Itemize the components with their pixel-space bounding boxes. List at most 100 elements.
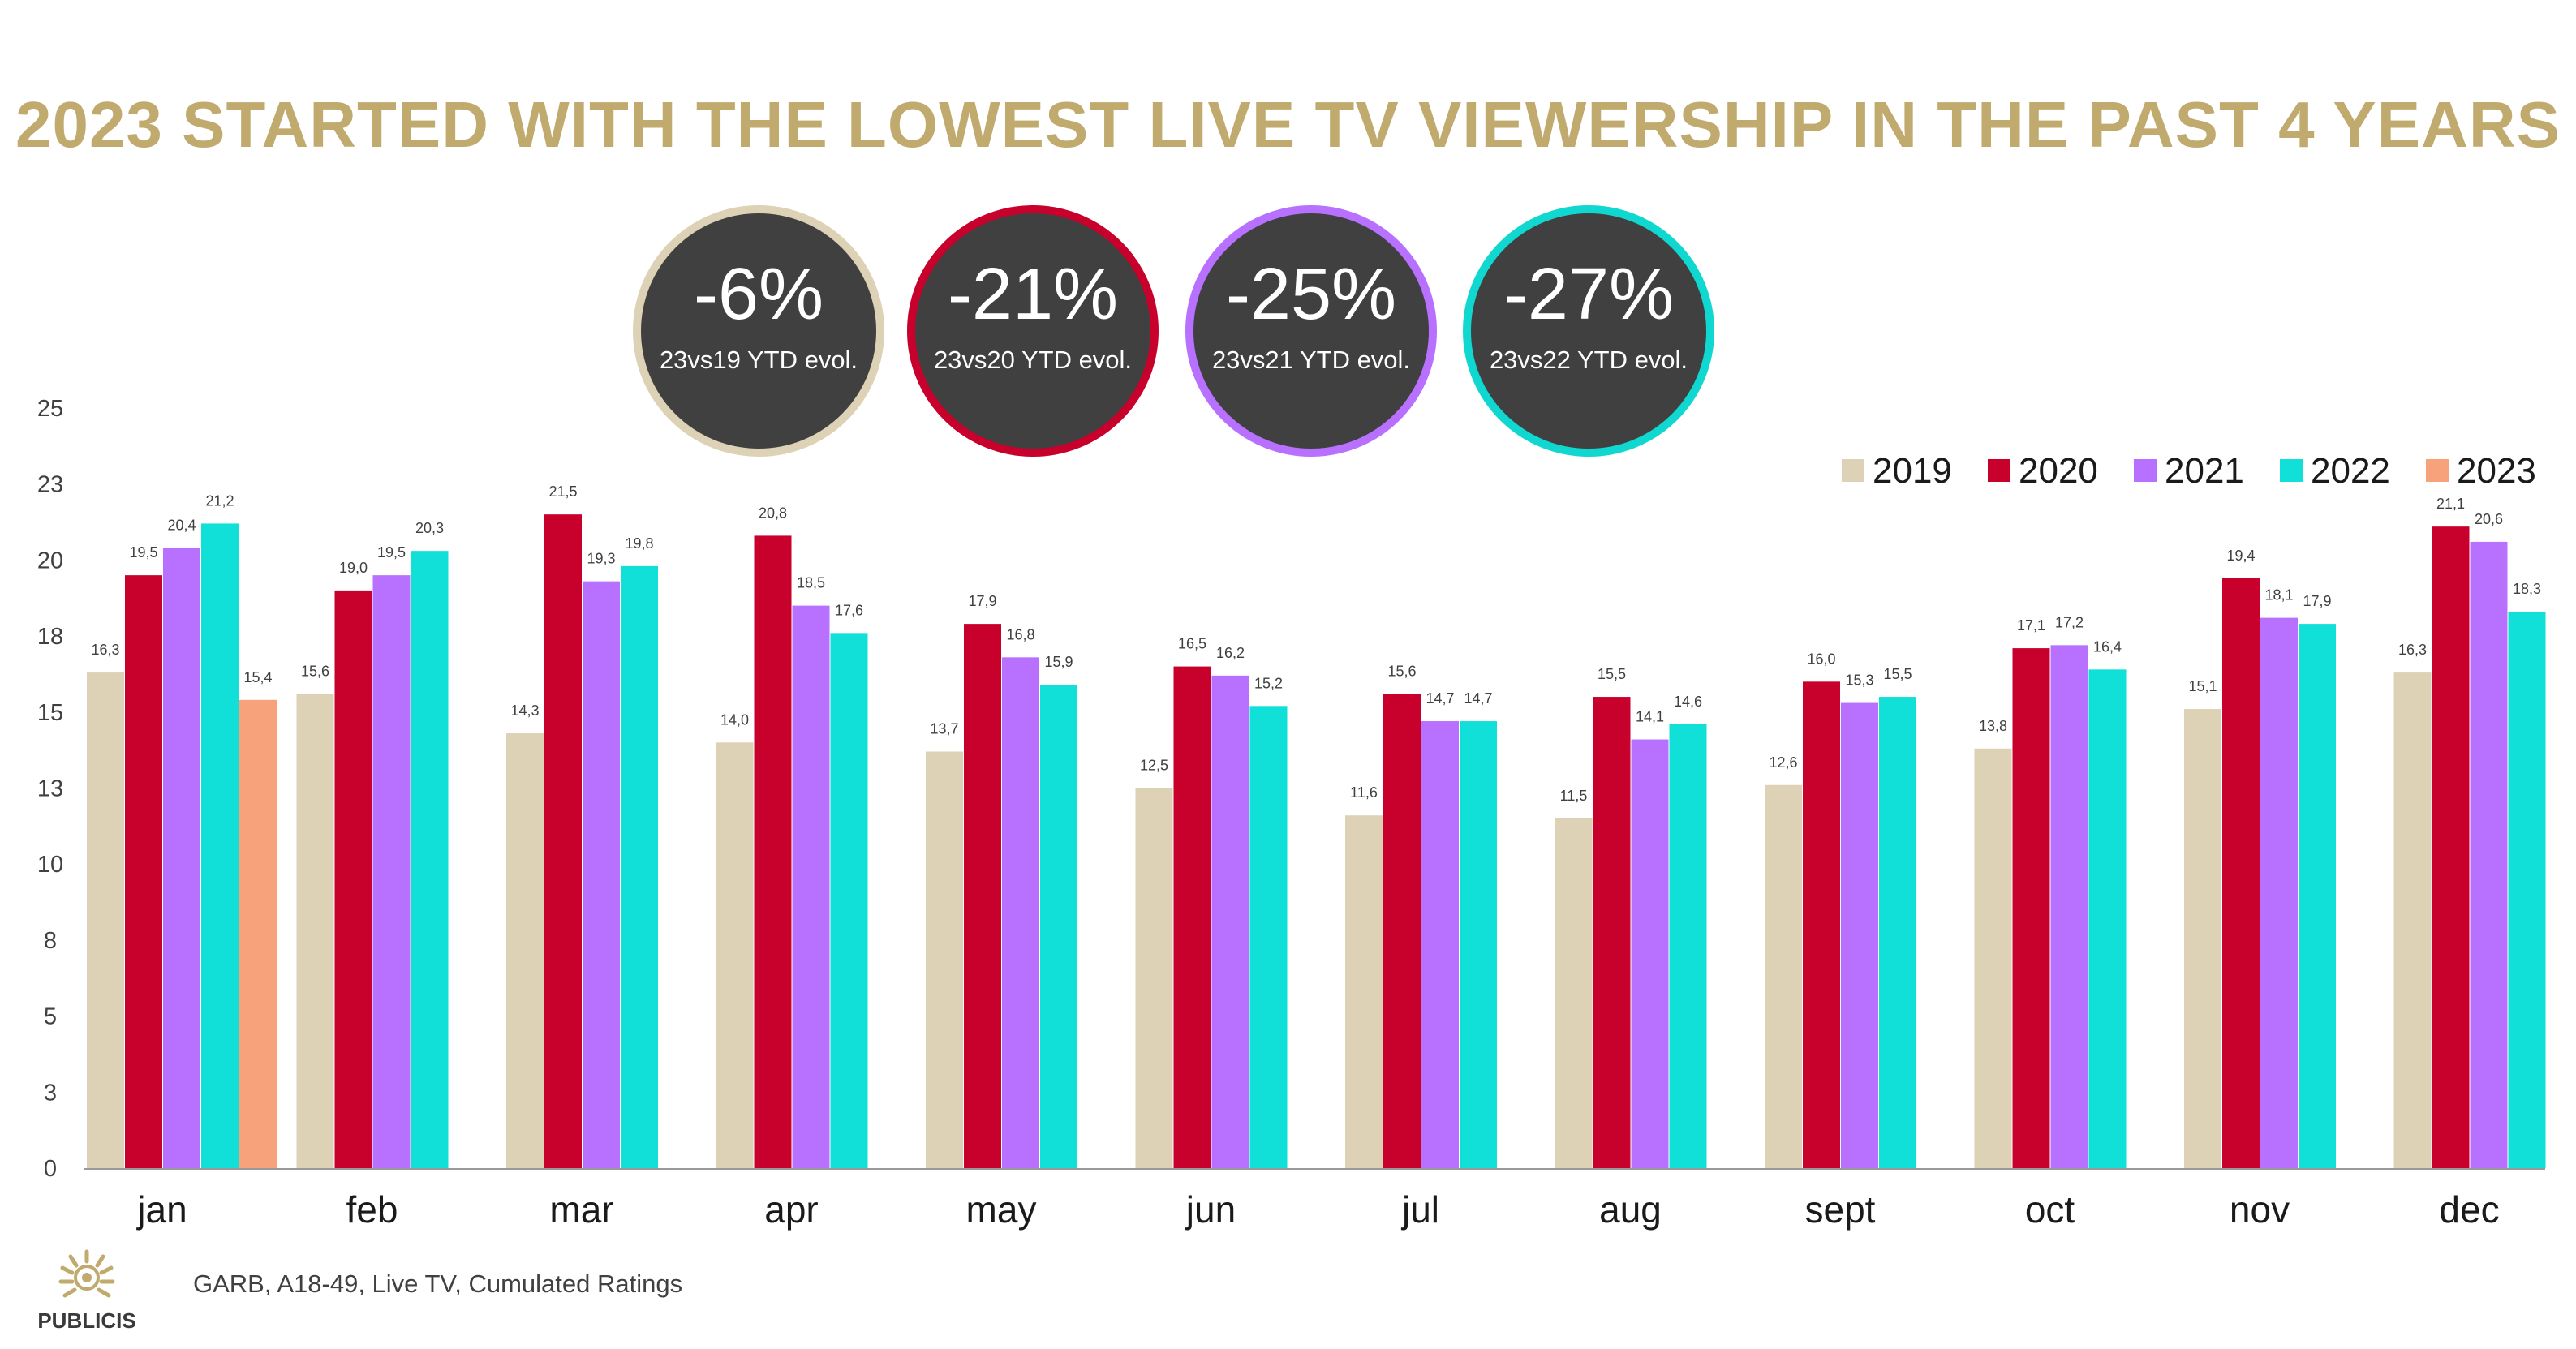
x-tick-label: sept xyxy=(1805,1188,1876,1231)
data-label: 17,2 xyxy=(2055,614,2084,630)
x-tick-label: oct xyxy=(2025,1188,2075,1231)
bar xyxy=(506,733,544,1168)
y-tick-label: 20 xyxy=(37,548,63,574)
bar xyxy=(125,575,162,1168)
bar xyxy=(2184,709,2221,1168)
kpi-label: 23vs19 YTD evol. xyxy=(659,346,858,374)
bar xyxy=(1002,657,1039,1168)
data-label: 15,5 xyxy=(1883,666,1912,682)
data-label: 16,8 xyxy=(1006,626,1034,642)
data-label: 18,5 xyxy=(797,575,825,591)
data-label: 17,9 xyxy=(968,593,996,609)
data-label: 20,6 xyxy=(2475,511,2503,527)
data-label: 19,8 xyxy=(625,535,653,552)
legend-label: 2023 xyxy=(2457,451,2536,491)
bar xyxy=(1879,697,1916,1168)
data-label: 16,0 xyxy=(1807,651,1835,667)
legend-swatch xyxy=(1988,459,2010,482)
data-label: 16,5 xyxy=(1178,636,1206,652)
data-label: 14,3 xyxy=(510,702,539,719)
data-label: 15,6 xyxy=(301,663,329,679)
bar xyxy=(1383,694,1421,1168)
bar xyxy=(964,624,1001,1168)
bar xyxy=(2050,645,2088,1168)
chart-title: 2023 STARTED WITH THE LOWEST LIVE TV VIE… xyxy=(15,88,2561,161)
y-tick-label: 25 xyxy=(37,396,63,422)
bar xyxy=(1593,697,1631,1168)
legend-swatch xyxy=(2426,459,2449,482)
bar xyxy=(296,694,334,1168)
bar xyxy=(201,523,239,1168)
legend-swatch xyxy=(2280,459,2303,482)
data-label: 13,8 xyxy=(1979,718,2007,734)
x-tick-label: jan xyxy=(135,1188,187,1231)
legend-label: 2021 xyxy=(2165,451,2244,491)
x-tick-label: apr xyxy=(764,1188,818,1231)
bar xyxy=(1841,702,1878,1168)
data-label: 17,6 xyxy=(835,602,863,618)
data-label: 20,3 xyxy=(415,520,444,536)
bar xyxy=(1211,675,1249,1168)
bar xyxy=(2393,672,2432,1168)
legend-label: 2022 xyxy=(2311,451,2390,491)
y-tick-label: 3 xyxy=(44,1080,57,1106)
bar xyxy=(2508,612,2546,1168)
bar xyxy=(792,605,830,1168)
bar xyxy=(411,551,449,1168)
y-tick-label: 15 xyxy=(37,700,63,726)
bar xyxy=(1974,748,2012,1168)
data-label: 13,7 xyxy=(930,721,958,737)
data-label: 16,4 xyxy=(2093,638,2122,655)
y-tick-label: 0 xyxy=(44,1156,57,1182)
kpi-value: -6% xyxy=(693,254,824,335)
data-label: 16,3 xyxy=(2398,642,2427,658)
bar xyxy=(2222,578,2260,1168)
data-label: 14,7 xyxy=(1464,690,1492,707)
bar xyxy=(334,590,372,1168)
x-tick-label: mar xyxy=(549,1188,613,1231)
bar xyxy=(163,548,200,1168)
x-tick-label: feb xyxy=(346,1188,398,1231)
data-label: 17,9 xyxy=(2303,593,2331,609)
x-tick-label: jul xyxy=(1400,1188,1439,1231)
x-tick-label: nov xyxy=(2230,1188,2290,1231)
bar xyxy=(2299,624,2336,1168)
bar xyxy=(2470,541,2508,1168)
y-tick-label: 13 xyxy=(37,776,63,802)
bar xyxy=(2012,648,2050,1168)
data-label: 15,4 xyxy=(243,669,272,685)
data-label: 21,5 xyxy=(548,483,577,500)
kpi-label: 23vs20 YTD evol. xyxy=(933,346,1133,374)
bar xyxy=(830,633,868,1168)
data-label: 16,3 xyxy=(91,642,119,658)
data-label: 20,8 xyxy=(759,505,787,521)
x-tick-label: may xyxy=(966,1188,1037,1231)
bar xyxy=(372,575,411,1168)
data-label: 15,6 xyxy=(1387,663,1416,679)
data-label: 18,3 xyxy=(2513,581,2541,597)
bar xyxy=(926,751,963,1168)
bar xyxy=(2260,617,2298,1168)
data-label: 15,2 xyxy=(1254,675,1283,691)
y-tick-label: 18 xyxy=(37,624,63,650)
data-label: 21,2 xyxy=(205,492,234,509)
bar xyxy=(87,672,124,1168)
bar xyxy=(1631,739,1669,1168)
kpi-circle-23vs21: -25% 23vs21 YTD evol. xyxy=(1185,205,1437,457)
source-note: GARB, A18-49, Live TV, Cumulated Ratings xyxy=(193,1270,683,1298)
bar xyxy=(544,514,582,1168)
data-label: 11,6 xyxy=(1350,784,1378,801)
bar xyxy=(2432,526,2470,1168)
y-tick-label: 8 xyxy=(44,928,57,954)
data-label: 19,5 xyxy=(129,544,157,561)
bar xyxy=(1173,666,1211,1168)
kpi-circle-23vs19: -6% 23vs19 YTD evol. xyxy=(633,205,884,457)
x-tick-label: aug xyxy=(1599,1188,1662,1231)
x-tick-label: jun xyxy=(1185,1188,1236,1231)
kpi-circle-23vs22: -27% 23vs22 YTD evol. xyxy=(1463,205,1714,457)
kpi-value: -27% xyxy=(1503,254,1675,335)
bar xyxy=(1249,706,1288,1168)
data-label: 19,3 xyxy=(587,551,615,567)
data-label: 14,6 xyxy=(1674,694,1702,710)
